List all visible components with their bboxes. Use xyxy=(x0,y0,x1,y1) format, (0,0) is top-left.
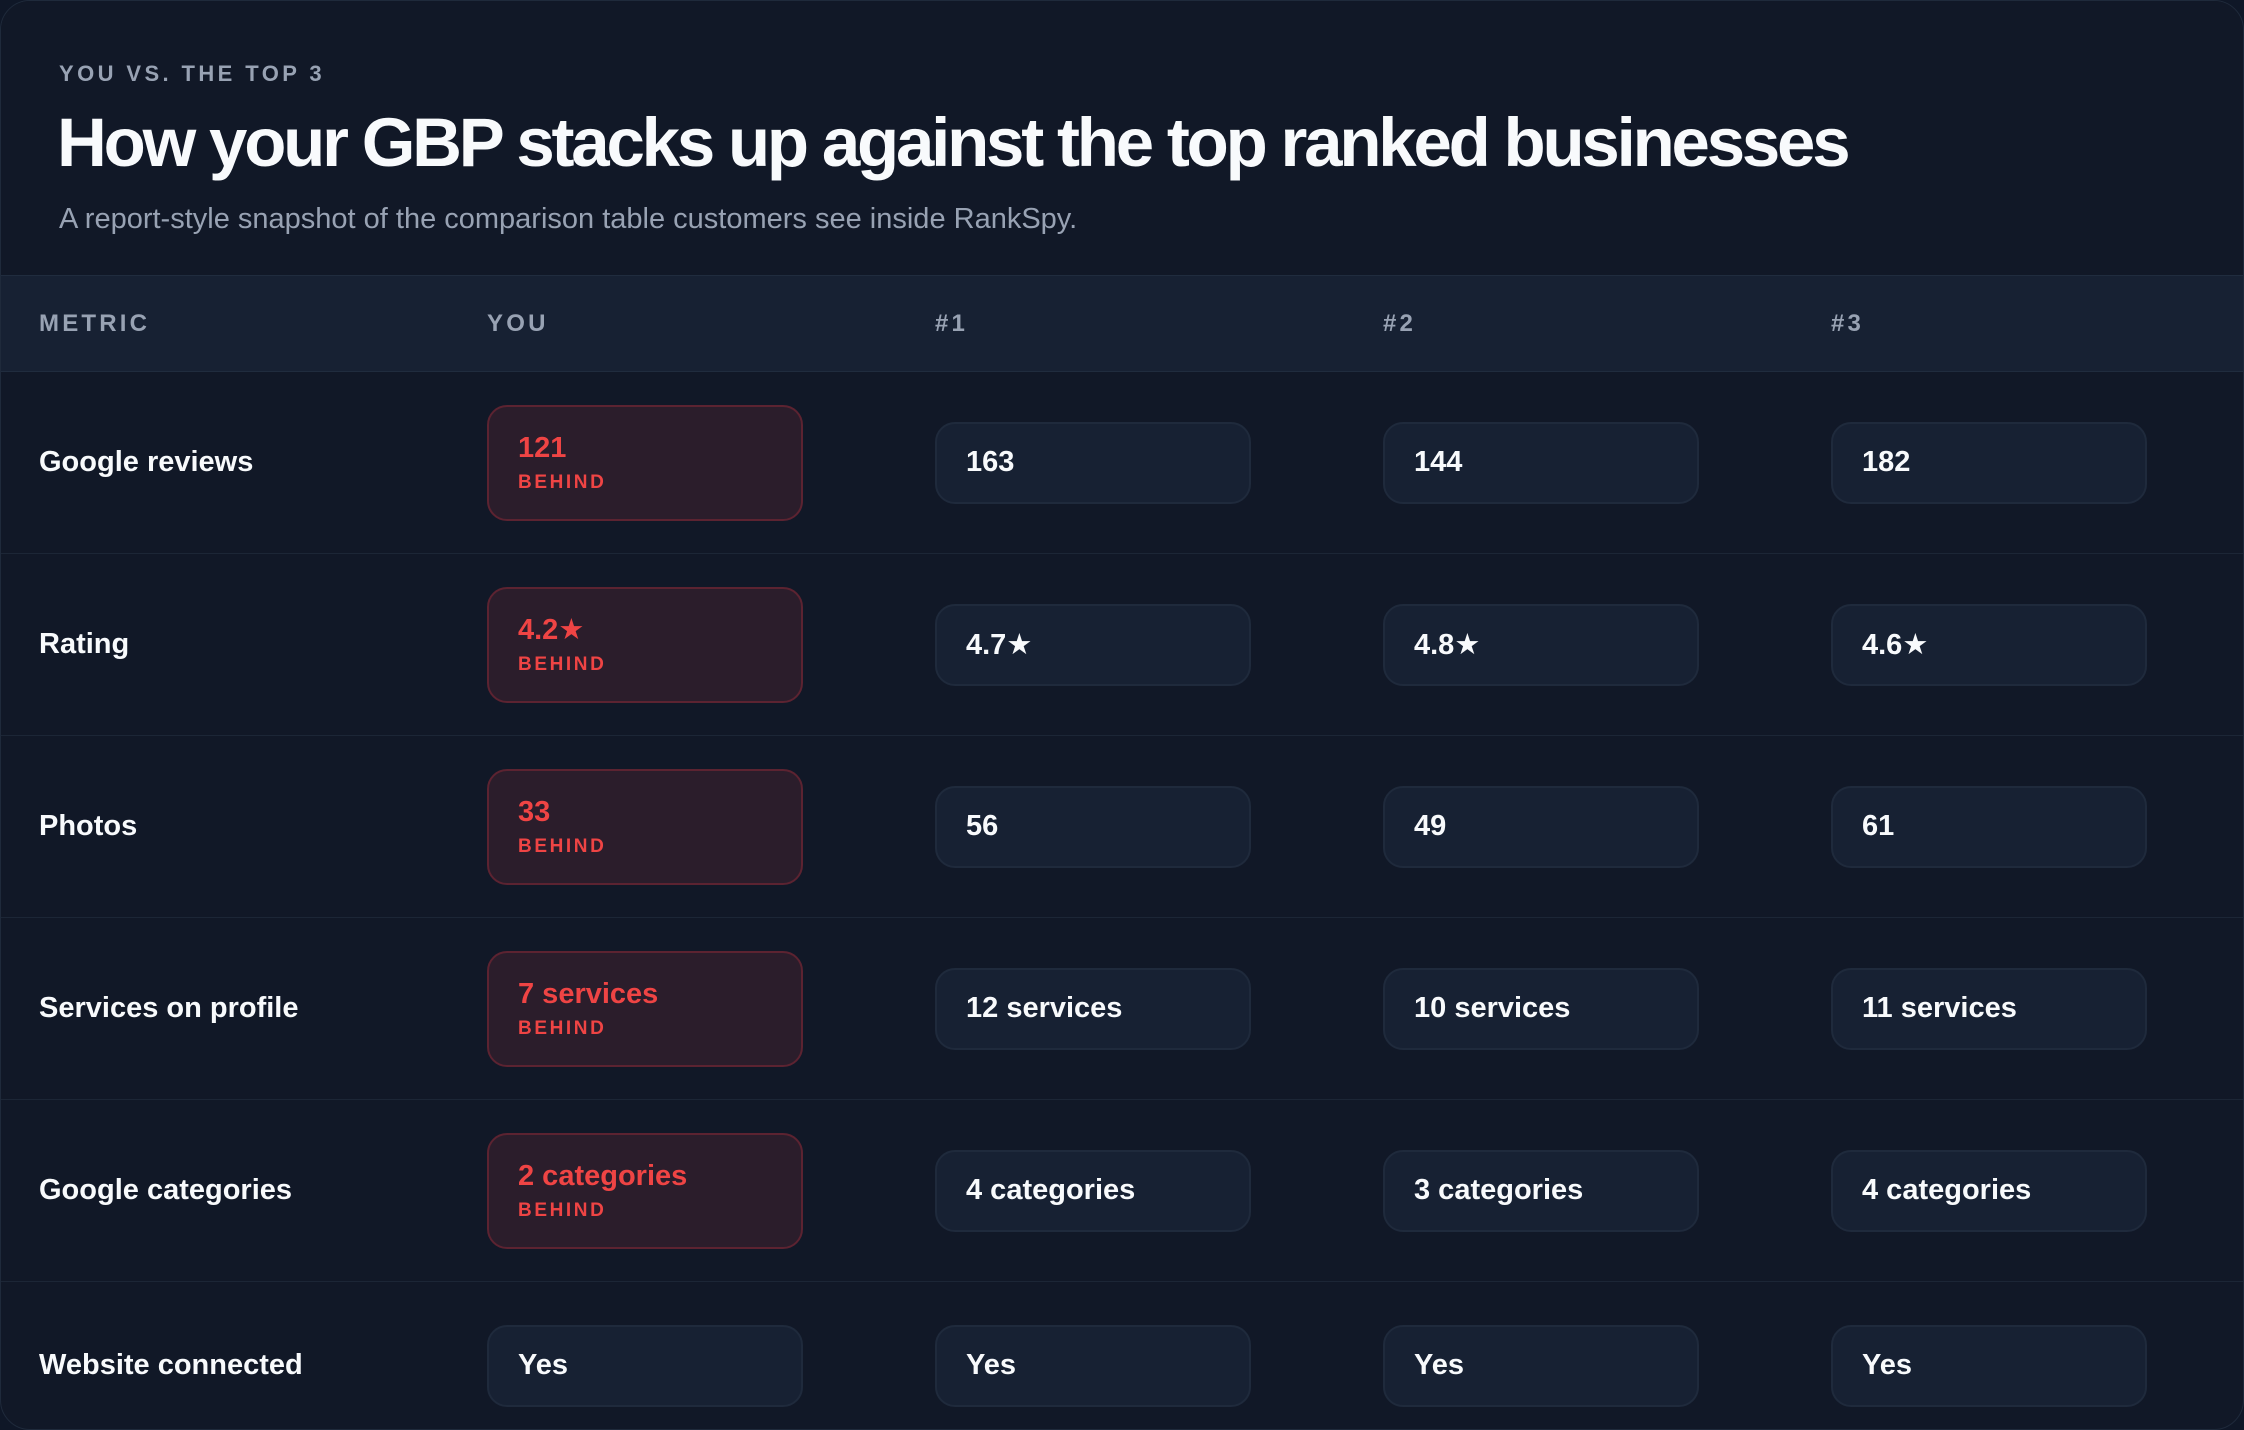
column-header-rank-2: #2 xyxy=(1383,310,1417,337)
behind-badge: BEHIND xyxy=(518,653,607,675)
competitor-value-cell: 4 categories xyxy=(935,1149,1251,1232)
behind-badge: BEHIND xyxy=(518,835,607,857)
competitor-value-cell: 12 services xyxy=(935,967,1251,1050)
page-title: How your GBP stacks up against the top r… xyxy=(57,104,1851,181)
metric-label: Photos xyxy=(39,810,138,842)
table-row: Rating 4.2★ BEHIND 4.7★ 4.8★ 4.6★ xyxy=(1,554,2243,736)
competitor-value-cell: Yes xyxy=(1831,1324,2147,1407)
competitor-value-cell: 4 categories xyxy=(1831,1149,2147,1232)
page-subtitle: A report-style snapshot of the compariso… xyxy=(59,203,1078,235)
competitor-value-cell: 56 xyxy=(935,785,1251,868)
cell-value: 182 xyxy=(1862,446,1911,478)
cell-value: Yes xyxy=(966,1349,1016,1381)
competitor-value-cell: 144 xyxy=(1383,421,1699,504)
cell-value: 3 categories xyxy=(1414,1174,1584,1206)
competitor-value-cell: 61 xyxy=(1831,785,2147,868)
column-header-you: YOU xyxy=(487,310,549,337)
cell-value: 49 xyxy=(1414,810,1447,842)
cell-value: 2 categories xyxy=(518,1159,688,1192)
competitor-value-cell: 49 xyxy=(1383,785,1699,868)
you-value-cell: 7 services BEHIND xyxy=(487,950,803,1067)
cell-value: 10 services xyxy=(1414,992,1571,1024)
metric-label: Website connected xyxy=(39,1349,303,1381)
competitor-value-cell: 10 services xyxy=(1383,967,1699,1050)
behind-badge: BEHIND xyxy=(518,1199,607,1221)
cell-value: 61 xyxy=(1862,810,1895,842)
competitor-value-cell: Yes xyxy=(935,1324,1251,1407)
table-header: METRIC YOU #1 #2 #3 xyxy=(1,275,2243,372)
cell-value: 56 xyxy=(966,810,999,842)
you-value-cell: 2 categories BEHIND xyxy=(487,1132,803,1249)
you-value-cell: 121 BEHIND xyxy=(487,404,803,521)
cell-value: 4 categories xyxy=(1862,1174,2032,1206)
competitor-value-cell: 3 categories xyxy=(1383,1149,1699,1232)
competitor-value-cell: 4.6★ xyxy=(1831,603,2147,686)
competitor-value-cell: 163 xyxy=(935,421,1251,504)
cell-value: 12 services xyxy=(966,992,1123,1024)
cell-value: 121 xyxy=(518,431,567,464)
cell-value: 4 categories xyxy=(966,1174,1136,1206)
cell-value: 4.6★ xyxy=(1862,629,1929,661)
eyebrow-label: YOU VS. THE TOP 3 xyxy=(59,61,326,86)
cell-value: 7 services xyxy=(518,977,659,1010)
column-header-rank-3: #3 xyxy=(1831,310,1865,337)
you-value-cell: 33 BEHIND xyxy=(487,768,803,885)
table-row: Website connected Yes Yes Yes Yes xyxy=(1,1282,2243,1429)
competitor-value-cell: Yes xyxy=(1383,1324,1699,1407)
competitor-value-cell: 182 xyxy=(1831,421,2147,504)
behind-badge: BEHIND xyxy=(518,1017,607,1039)
competitor-value-cell: 4.8★ xyxy=(1383,603,1699,686)
you-value-cell: 4.2★ BEHIND xyxy=(487,586,803,703)
cell-value: 4.7★ xyxy=(966,629,1033,661)
cell-value: 4.8★ xyxy=(1414,629,1481,661)
cell-value: Yes xyxy=(1414,1349,1464,1381)
behind-badge: BEHIND xyxy=(518,471,607,493)
table-row: Google reviews 121 BEHIND 163 144 182 xyxy=(1,372,2243,554)
table-row: Google categories 2 categories BEHIND 4 cat… xyxy=(1,1100,2243,1282)
table-row: Services on profile 7 services BEHIND 12 se… xyxy=(1,918,2243,1100)
cell-value: 33 xyxy=(518,795,551,828)
cell-value: Yes xyxy=(518,1349,568,1381)
table-row: Photos 33 BEHIND 56 49 61 xyxy=(1,736,2243,918)
cell-value: Yes xyxy=(1862,1349,1912,1381)
you-value-cell: Yes xyxy=(487,1324,803,1407)
competitor-value-cell: 4.7★ xyxy=(935,603,1251,686)
metric-label: Services on profile xyxy=(39,992,299,1024)
cell-value: 11 services xyxy=(1862,992,2017,1024)
metric-label: Google categories xyxy=(39,1174,293,1206)
column-header-rank-1: #1 xyxy=(935,310,969,337)
cell-value: 163 xyxy=(966,446,1015,478)
column-header-metric: METRIC xyxy=(39,310,151,337)
competitor-value-cell: 11 services xyxy=(1831,967,2147,1050)
card-header: YOU VS. THE TOP 3 How your GBP stacks up… xyxy=(1,1,2243,275)
cell-value: 144 xyxy=(1414,446,1463,478)
cell-value: 4.2★ xyxy=(518,613,585,646)
metric-label: Rating xyxy=(39,628,130,660)
metric-label: Google reviews xyxy=(39,446,254,478)
